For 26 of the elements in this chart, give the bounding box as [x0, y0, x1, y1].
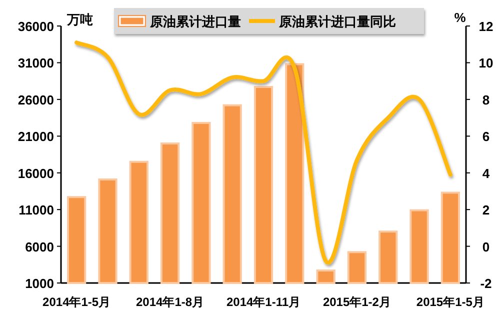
- y2-tick-label: 2: [482, 202, 490, 218]
- x-tick-label: 2014年1-11月: [226, 295, 301, 309]
- line-series: [74, 40, 452, 264]
- legend-label: 原油累计进口量: [149, 14, 241, 29]
- y-tick-label: 6000: [25, 239, 54, 254]
- y2-tick-label: 6: [482, 129, 490, 144]
- y2-tick-label: 0: [482, 239, 490, 254]
- y2-tick-label: 10: [478, 56, 494, 71]
- x-tick-label: 2014年1-8月: [136, 295, 204, 309]
- x-tick-label: 2015年1-2月: [322, 295, 391, 309]
- y-tick-label: 21000: [18, 129, 54, 144]
- y2-tick-label: 8: [482, 92, 490, 108]
- x-tick-label: 2015年1-5月: [416, 295, 484, 309]
- y-tick-label: 31000: [18, 56, 54, 71]
- x-tick-label: 2014年1-5月: [42, 295, 111, 309]
- y2-tick-label: -2: [480, 276, 492, 291]
- y2-axis-title: %: [454, 10, 466, 25]
- y-axis-title: 万吨: [66, 12, 93, 27]
- y-tick-label: 16000: [18, 166, 54, 181]
- y2-tick-label: 12: [478, 19, 494, 34]
- y-tick-label: 26000: [18, 92, 54, 108]
- y-tick-label: 36000: [18, 19, 54, 34]
- y-tick-label: 1000: [25, 276, 54, 291]
- y2-tick-label: 4: [482, 166, 490, 181]
- legend-label: 原油累计进口量同比: [278, 14, 396, 29]
- y-tick-label: 11000: [18, 202, 54, 218]
